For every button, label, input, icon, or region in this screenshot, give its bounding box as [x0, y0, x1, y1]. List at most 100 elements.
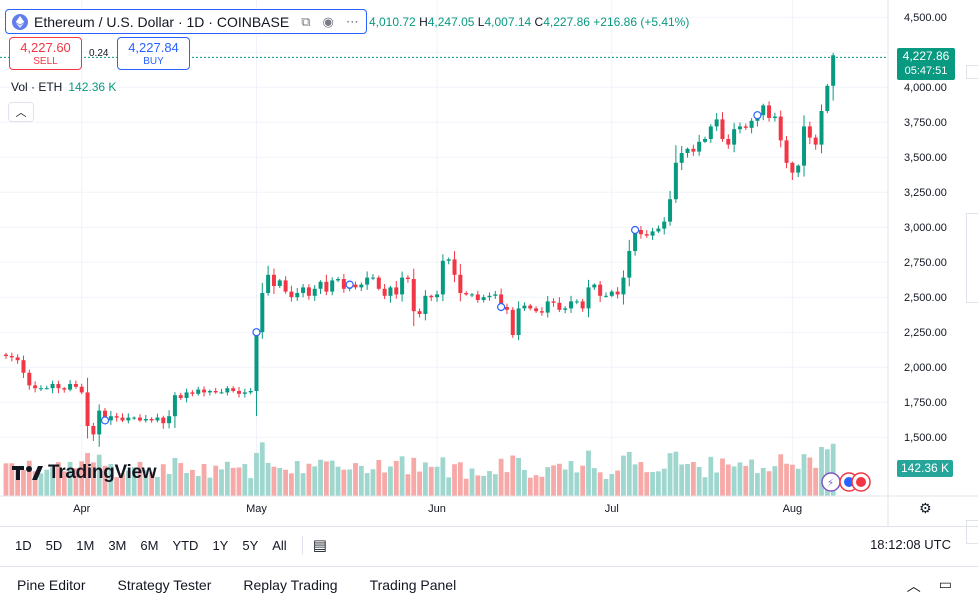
candle-body	[114, 416, 119, 418]
volume-bar	[498, 458, 504, 496]
volume-bar	[353, 463, 358, 496]
candle-body	[394, 287, 399, 295]
tab-replay-trading[interactable]: Replay Trading	[243, 577, 338, 593]
candle-body	[778, 116, 783, 141]
volume-bar	[522, 469, 527, 496]
timeframe-6m[interactable]: 6M	[140, 537, 159, 553]
tab-pine-editor[interactable]: Pine Editor	[17, 577, 86, 593]
timeframe-5d[interactable]: 5D	[45, 537, 63, 553]
calendar-range-icon[interactable]: ▤	[312, 537, 327, 554]
timeframe-1m[interactable]: 1M	[76, 537, 95, 553]
candle-body	[306, 287, 311, 296]
candle-body	[196, 389, 201, 394]
chevron-up-icon[interactable]: ︿	[906, 578, 921, 594]
candle-body	[679, 153, 684, 163]
candle-body	[796, 165, 801, 173]
candle-body	[446, 259, 451, 261]
candle-body	[697, 141, 702, 152]
candle-body	[516, 308, 521, 335]
tab-trading-panel[interactable]: Trading Panel	[369, 577, 457, 593]
candle-body	[551, 301, 556, 303]
timeframe-1d[interactable]: 1D	[15, 537, 32, 553]
sell-label: SELL	[33, 56, 58, 67]
candle-body	[703, 139, 707, 142]
volume-bar	[259, 442, 265, 496]
volume-bar	[504, 472, 510, 496]
more-icon[interactable]: ⋯	[345, 13, 359, 29]
timeframe-all[interactable]: All	[272, 537, 287, 553]
candle-body	[73, 384, 78, 387]
candle-body	[126, 417, 131, 421]
timeframe-1y[interactable]: 1Y	[212, 537, 229, 553]
candle-body	[184, 392, 189, 398]
candle-body	[254, 332, 259, 391]
timeframe-3m[interactable]: 3M	[108, 537, 127, 553]
volume-legend-label: Vol · ETH	[11, 80, 63, 94]
timeframe-5y[interactable]: 5Y	[242, 537, 259, 553]
volume-bar	[318, 459, 323, 496]
tab-strategy-tester[interactable]: Strategy Tester	[117, 577, 212, 593]
candle-body	[266, 274, 271, 293]
candle-body	[603, 295, 608, 297]
volume-bar	[172, 457, 178, 496]
event-marker	[497, 302, 506, 312]
candle-body	[493, 294, 498, 296]
volume-bar	[661, 468, 667, 496]
volume-bar	[283, 469, 288, 496]
candle-body	[685, 148, 690, 153]
candle-body	[172, 395, 177, 417]
bar-countdown: 05:47:51	[904, 65, 948, 77]
symbol-search[interactable]: Ethereum / U.S. Dollar · 1D · COINBASE ⧉…	[5, 9, 367, 34]
clock[interactable]: 18:12:08 UTC	[870, 537, 951, 552]
volume-bar	[760, 467, 766, 496]
candle-body	[807, 126, 812, 138]
candle-body	[312, 288, 317, 296]
candle-body	[21, 360, 26, 373]
gear-icon[interactable]: ⚙	[919, 500, 932, 516]
volume-bar	[114, 477, 120, 496]
maximize-icon[interactable]: ▭	[938, 576, 952, 592]
volume-bar	[312, 466, 318, 496]
volume-bar	[417, 471, 422, 496]
buy-button[interactable]: 4,227.84 BUY	[117, 37, 190, 70]
timeframe-ytd[interactable]: YTD	[172, 537, 199, 553]
candle-body	[330, 280, 335, 292]
candle-body	[487, 295, 492, 298]
y-tick-label: 1,750.00	[904, 397, 947, 409]
y-tick-label: 3,500.00	[904, 152, 947, 164]
y-tick-label: 3,000.00	[904, 222, 947, 234]
volume-bar	[358, 465, 364, 496]
volume-bar	[3, 463, 9, 496]
volume-legend[interactable]: Vol · ETH 142.36 K	[11, 80, 116, 94]
y-tick-label: 3,750.00	[904, 117, 947, 129]
eye-icon[interactable]: ◉	[322, 13, 334, 29]
compare-icon[interactable]: ⧉	[301, 13, 311, 29]
volume-bar	[323, 461, 329, 496]
volume-bar	[749, 459, 754, 496]
candle-body	[167, 416, 172, 424]
volume-bar	[207, 477, 213, 496]
candle-body	[411, 279, 416, 312]
candle-body	[761, 105, 766, 116]
candle-body	[464, 293, 469, 295]
y-tick-label: 3,250.00	[904, 187, 947, 199]
timeframe-toolbar: 1D 5D 1M 3M 6M YTD 1Y 5Y All ▤ 18:12:08 …	[0, 526, 978, 562]
candle-body	[668, 199, 673, 222]
volume-bar	[714, 472, 720, 496]
right-panel-handle[interactable]	[966, 65, 978, 79]
candle-body	[429, 295, 434, 298]
right-panel-handle[interactable]	[966, 213, 978, 303]
event-badges[interactable]: ⚡	[821, 472, 871, 492]
y-tick-label: 2,250.00	[904, 327, 947, 339]
candle-body	[388, 287, 393, 296]
logo-text: TradingView	[48, 462, 157, 483]
price-chart[interactable]: 4,500.004,250.004,000.003,750.003,500.00…	[0, 0, 978, 526]
collapse-legend-button[interactable]: ︿	[8, 102, 34, 122]
volume-bar	[399, 456, 405, 496]
volume-bar	[690, 462, 696, 496]
volume-bar	[603, 478, 609, 496]
chart-area[interactable]: 4,500.004,250.004,000.003,750.003,500.00…	[0, 0, 978, 526]
sell-button[interactable]: 4,227.60 SELL	[9, 37, 82, 70]
candle-body	[132, 417, 137, 419]
y-tick-label: 4,500.00	[904, 12, 947, 24]
